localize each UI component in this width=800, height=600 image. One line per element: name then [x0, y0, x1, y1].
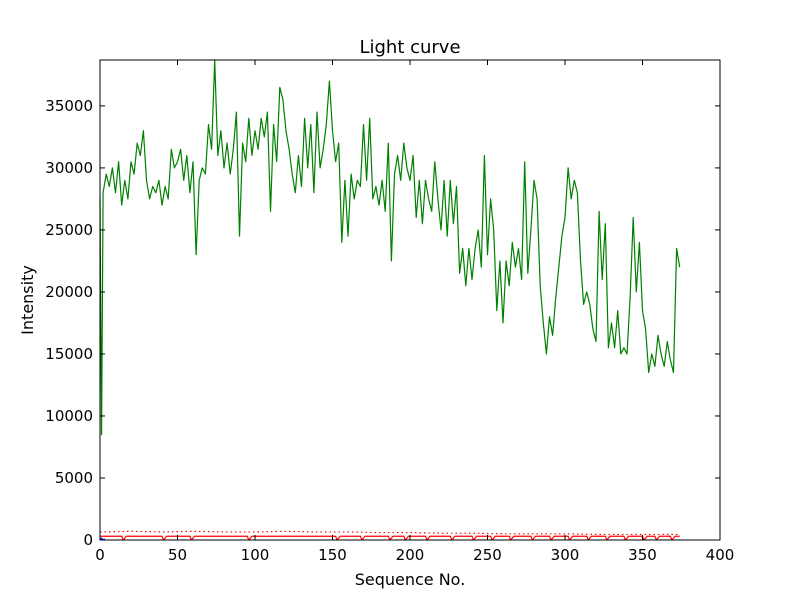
x-axis-label: Sequence No. — [355, 570, 466, 589]
y-tick-label: 5000 — [55, 469, 93, 487]
x-tick-label: 350 — [628, 546, 657, 564]
x-tick-label: 300 — [551, 546, 580, 564]
chart-title: Light curve — [359, 37, 460, 58]
y-tick-label: 20000 — [45, 283, 93, 301]
red-dotted-line — [99, 530, 680, 536]
green-intensity-line — [99, 59, 681, 436]
y-tick-label: 35000 — [45, 97, 93, 115]
y-tick-label: 30000 — [45, 159, 93, 177]
x-tick-label: 100 — [241, 546, 270, 564]
y-axis-label: Intensity — [18, 265, 37, 335]
x-tick-label: 200 — [396, 546, 425, 564]
red-solid-line — [100, 535, 680, 541]
series-layer — [99, 59, 681, 541]
blue-line — [99, 537, 106, 541]
x-tick-label: 250 — [473, 546, 502, 564]
y-tick-label: 15000 — [45, 345, 93, 363]
x-tick-label: 50 — [168, 546, 187, 564]
plot-area — [100, 60, 720, 540]
y-tick-label: 25000 — [45, 221, 93, 239]
x-tick-label: 0 — [95, 546, 105, 564]
y-tick-label: 0 — [83, 531, 93, 549]
x-tick-label: 150 — [318, 546, 347, 564]
ticks-layer: 0 50 100 150 200 250 300 350 400 0 5000 10000 15000 2… — [45, 60, 734, 564]
plot-frame — [99, 59, 721, 541]
y-tick-label: 10000 — [45, 407, 93, 425]
x-tick-label: 400 — [706, 546, 735, 564]
